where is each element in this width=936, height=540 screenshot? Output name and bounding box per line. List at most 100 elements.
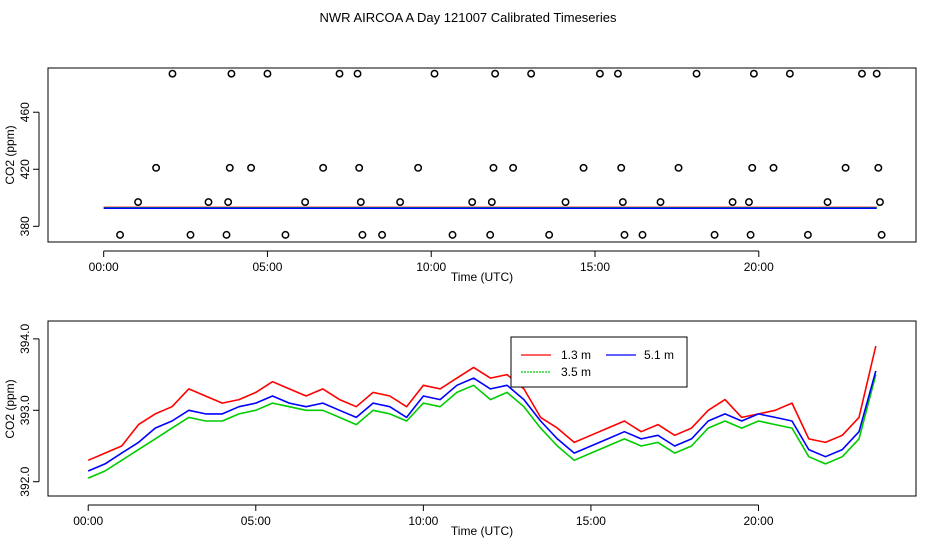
series-line-3-5-m: [87, 374, 877, 479]
calibration-point: [561, 198, 570, 207]
bottom-x-tick-label: 15:00: [576, 514, 606, 528]
calibration-point: [785, 69, 794, 78]
calibration-point: [204, 198, 213, 207]
calibration-point: [430, 69, 439, 78]
top-y-tick-label: 420: [18, 159, 32, 179]
top-y-axis: 380 420 460: [18, 102, 40, 236]
bottom-x-tick-label: 05:00: [241, 514, 271, 528]
calibration-point: [728, 198, 737, 207]
calibration-point: [358, 230, 367, 239]
calibration-point: [509, 163, 518, 172]
calibration-point: [247, 163, 256, 172]
calibration-point: [319, 163, 328, 172]
calibration-point: [396, 198, 405, 207]
top-y-tick-label: 460: [18, 102, 32, 122]
calibration-point: [749, 69, 758, 78]
calibration-point: [486, 230, 495, 239]
legend-box: [510, 336, 688, 388]
calibration-point: [656, 198, 665, 207]
calibration-point: [225, 163, 234, 172]
legend-label-3-5m: 3.5 m: [561, 365, 591, 379]
calibration-point: [803, 230, 812, 239]
bottom-series-lines: [87, 345, 877, 479]
calibration-point: [579, 163, 588, 172]
top-x-axis: 00:00 05:00 10:00 15:00 20:00: [89, 250, 774, 274]
calibration-point: [876, 198, 884, 207]
top-x-tick-label: 00:00: [89, 260, 119, 274]
calibration-point: [281, 230, 290, 239]
top-x-label: Time (UTC): [451, 270, 513, 284]
bottom-x-tick-label: 20:00: [743, 514, 773, 528]
top-y-label: CO2 (ppm): [3, 125, 17, 184]
calibration-point: [222, 230, 231, 239]
legend-label-1-3m: 1.3 m: [561, 348, 591, 362]
bottom-y-tick-label: 392.0: [18, 466, 32, 496]
calibration-point: [378, 230, 387, 239]
bottom-y-axis: 392.0 393.0 394.0: [18, 324, 40, 497]
calibration-point: [355, 163, 364, 172]
calibration-point: [545, 230, 554, 239]
top-calibration-points: [116, 69, 886, 239]
bottom-x-label: Time (UTC): [451, 524, 513, 538]
chart-title: NWR AIRCOA A Day 121007 Calibrated Times…: [320, 10, 617, 25]
calibration-point: [186, 230, 195, 239]
calibration-point: [301, 198, 310, 207]
calibration-point: [613, 69, 622, 78]
calibration-point: [745, 198, 753, 207]
top-x-tick-label: 05:00: [252, 260, 282, 274]
calibration-point: [617, 163, 626, 172]
calibration-point: [841, 163, 850, 172]
top-series-lines: [103, 206, 877, 209]
series-line-1-3-m: [87, 345, 877, 462]
calibration-point: [858, 69, 866, 78]
bottom-x-tick-label: 00:00: [73, 514, 103, 528]
calibration-point: [710, 230, 719, 239]
calibration-point: [872, 69, 881, 78]
bottom-y-label: CO2 (ppm): [3, 379, 17, 438]
bottom-plot-frame: [47, 320, 917, 497]
calibration-point: [748, 163, 757, 172]
calibration-point: [620, 230, 629, 239]
calibration-point: [618, 198, 627, 207]
bottom-y-tick-label: 394.0: [18, 324, 32, 354]
top-x-tick-label: 20:00: [744, 260, 774, 274]
calibration-point: [491, 69, 500, 78]
top-panel: 00:00 05:00 10:00 15:00 20:00 380 420 460 Time…: [3, 67, 917, 284]
calibration-point: [638, 230, 647, 239]
calibration-point: [527, 69, 536, 78]
calibration-point: [595, 69, 604, 78]
calibration-point: [874, 163, 883, 172]
calibration-point: [335, 69, 344, 78]
top-plot-frame: [47, 67, 917, 243]
calibration-point: [227, 69, 236, 78]
calibration-point: [356, 198, 365, 207]
calibration-point: [823, 198, 832, 207]
legend: 1.3 m 3.5 m 5.1 m: [510, 336, 688, 388]
calibration-point: [468, 198, 477, 207]
series-line-5-1-m: [87, 370, 877, 472]
legend-label-5-1m: 5.1 m: [644, 348, 674, 362]
calibration-point: [769, 163, 778, 172]
calibration-point: [877, 230, 886, 239]
calibration-point: [489, 163, 498, 172]
calibration-point: [263, 69, 272, 78]
calibration-point: [134, 198, 143, 207]
top-x-tick-label: 15:00: [580, 260, 610, 274]
bottom-x-tick-label: 10:00: [408, 514, 438, 528]
calibration-point: [487, 198, 496, 207]
calibration-point: [674, 163, 683, 172]
top-y-tick-label: 380: [18, 216, 32, 236]
bottom-panel: 00:00 05:00 10:00 15:00 20:00 392.0 393.0 394.…: [3, 320, 917, 538]
bottom-x-axis: 00:00 05:00 10:00 15:00 20:00: [73, 504, 774, 528]
calibration-point: [746, 230, 755, 239]
calibration-point: [353, 69, 362, 78]
top-x-tick-label: 10:00: [416, 260, 446, 274]
calibration-point: [168, 69, 177, 78]
calibration-point: [116, 230, 125, 239]
calibration-point: [448, 230, 457, 239]
calibration-point: [414, 163, 423, 172]
calibration-point: [224, 198, 233, 207]
calibration-point: [692, 69, 701, 78]
calibration-point: [152, 163, 161, 172]
